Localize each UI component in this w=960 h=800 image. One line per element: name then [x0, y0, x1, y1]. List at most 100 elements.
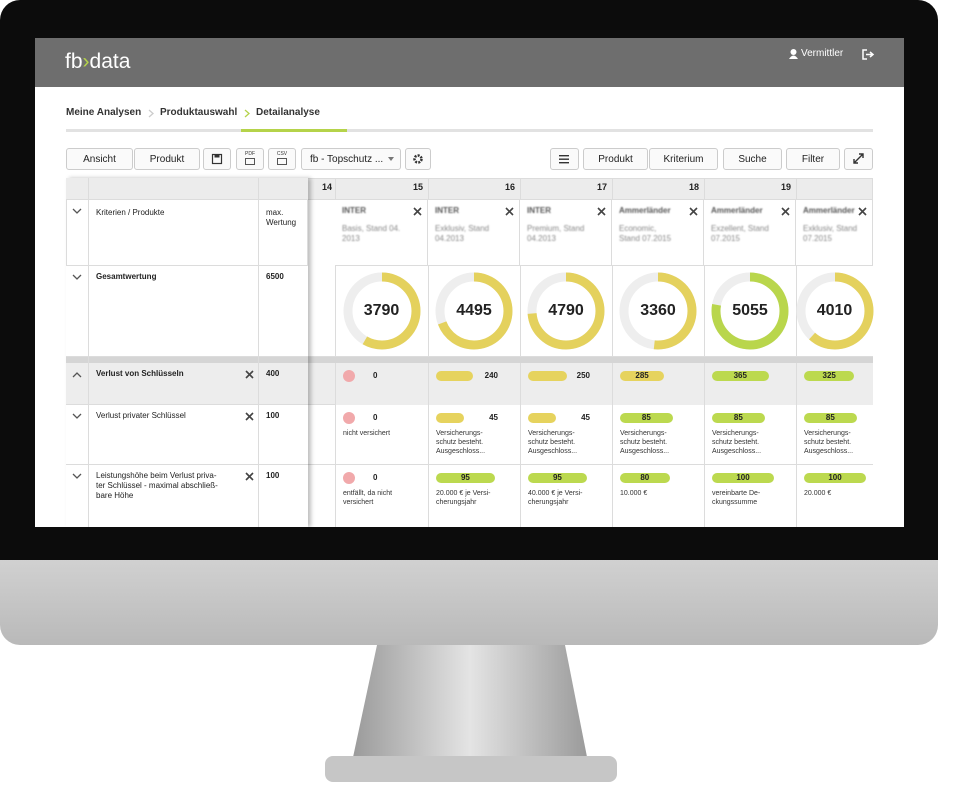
donut-arc: [343, 272, 420, 350]
stand-base: [325, 756, 617, 782]
row-band: [308, 266, 873, 357]
data-cell: [428, 465, 520, 527]
close-stroke: [858, 207, 867, 216]
close-stroke: [505, 207, 514, 216]
product-cell: [704, 200, 796, 266]
fixed-cell: [66, 200, 308, 266]
score-bar: [436, 413, 464, 423]
cell-note: 20.000 € je Versi- cherungsjahr: [436, 490, 491, 506]
score-value: 3360: [640, 302, 676, 319]
close-icon: [597, 207, 606, 216]
arrow: [244, 109, 250, 118]
product-tariff: Economic, Stand 07.2015: [619, 224, 672, 243]
user-body: [789, 55, 798, 59]
score-value: 5055: [732, 302, 768, 319]
breadcrumb[interactable]: Meine Analysen: [66, 107, 142, 118]
data-cell: [428, 266, 520, 357]
caret: [388, 157, 394, 161]
score-bar: [804, 473, 866, 483]
criterion-label: Verlust privater Schlüssel: [96, 411, 186, 420]
score-bar: [528, 473, 587, 483]
expand-icon: [72, 208, 82, 214]
cell-note: Versicherungs- schutz besteht. Ausgeschl…: [804, 430, 854, 455]
zero-marker: [343, 412, 355, 424]
product-name: INTER: [527, 206, 551, 215]
chevron: [72, 208, 82, 214]
column-number: 14: [321, 182, 332, 192]
column-header: [704, 178, 796, 200]
cell-note: Versicherungs- schutz besteht. Ausgeschl…: [528, 430, 578, 455]
expand-icon: [72, 274, 82, 280]
breadcrumb[interactable]: Produktauswahl: [160, 107, 238, 118]
dropdown-label: fb - Topschutz ...: [310, 153, 384, 165]
close-stroke: [245, 370, 254, 379]
bar-value: 100: [828, 473, 842, 482]
cell-note: Versicherungs- schutz besteht. Ausgeschl…: [712, 430, 762, 455]
header-label: Kriterien / Produkte: [96, 208, 165, 217]
zero-marker: [343, 370, 355, 382]
product-tariff: Exzellent, Stand 07.2015: [711, 224, 769, 243]
chevron: [72, 274, 82, 280]
score-bar: [528, 371, 567, 381]
data-cell: [520, 465, 612, 527]
donut-arc: [711, 272, 789, 350]
save-button[interactable]: [203, 148, 231, 170]
column-divider: [88, 178, 89, 527]
zero-dot: [343, 412, 355, 424]
button-label: Filter: [801, 153, 825, 165]
collapse-icon: [72, 372, 82, 378]
fixed-header: [66, 178, 308, 200]
expand-icon: [853, 153, 864, 164]
bar-value: 100: [736, 473, 750, 482]
close-stroke: [245, 472, 254, 481]
header-bar: [35, 38, 904, 87]
breadcrumb-arrow: [148, 109, 154, 118]
donut-arc: [796, 272, 873, 350]
toolbar-button[interactable]: Filter: [786, 148, 840, 170]
data-cell: [796, 465, 873, 527]
bar-value: 365: [733, 371, 747, 380]
score-bar: [436, 473, 495, 483]
column-header: [612, 178, 704, 200]
close-icon: [858, 207, 867, 216]
toolbar-button[interactable]: Ansicht: [66, 148, 133, 170]
breadcrumb[interactable]: Detailanalyse: [256, 107, 320, 118]
product-cell: [796, 200, 873, 266]
product-tariff: Exklusiv, Stand 04.2013: [435, 224, 490, 243]
list-line: [559, 155, 569, 157]
list-line: [559, 158, 569, 160]
dropdown[interactable]: fb - Topschutz ...: [301, 148, 401, 170]
product-cell: [428, 200, 520, 266]
list-icon: [559, 155, 569, 164]
cell-note: 10.000 €: [620, 490, 648, 497]
toolbar-button[interactable]: Produkt: [134, 148, 200, 170]
criterion-label: Gesamtwertung: [96, 272, 157, 281]
close-icon: [245, 412, 254, 421]
data-cell: [428, 405, 520, 465]
list-line: [559, 162, 569, 164]
expand-icon: [72, 473, 82, 479]
score-bar: [620, 473, 670, 483]
settings-button[interactable]: [405, 148, 431, 170]
bar-value: 85: [733, 413, 743, 422]
screen: fb›data Vermittler Meine Analysen Produktau…: [35, 38, 904, 527]
toolbar-button[interactable]: Suche: [723, 148, 782, 170]
toolbar-button[interactable]: Kriterium: [649, 148, 718, 170]
score-value: 4010: [816, 302, 853, 319]
cell-note: Versicherungs- schutz besteht. Ausgeschl…: [620, 430, 670, 455]
close-stroke: [413, 207, 422, 216]
data-cell: [704, 266, 796, 357]
close-stroke: [597, 207, 606, 216]
user-name[interactable]: Vermittler: [801, 48, 844, 59]
score-bar: [712, 371, 769, 381]
score-donut: [796, 272, 873, 350]
close-icon: [689, 207, 698, 216]
cell-note: 40.000 € je Versi- cherungsjahr: [528, 490, 583, 506]
bar-value: 250: [576, 371, 590, 380]
expand-icon: [72, 413, 82, 419]
button-label: Suche: [738, 153, 767, 165]
product-name: INTER: [435, 206, 459, 215]
toolbar-button[interactable]: Produkt: [583, 148, 648, 170]
caret-shape: [388, 157, 394, 161]
bar-value: 325: [822, 371, 836, 380]
